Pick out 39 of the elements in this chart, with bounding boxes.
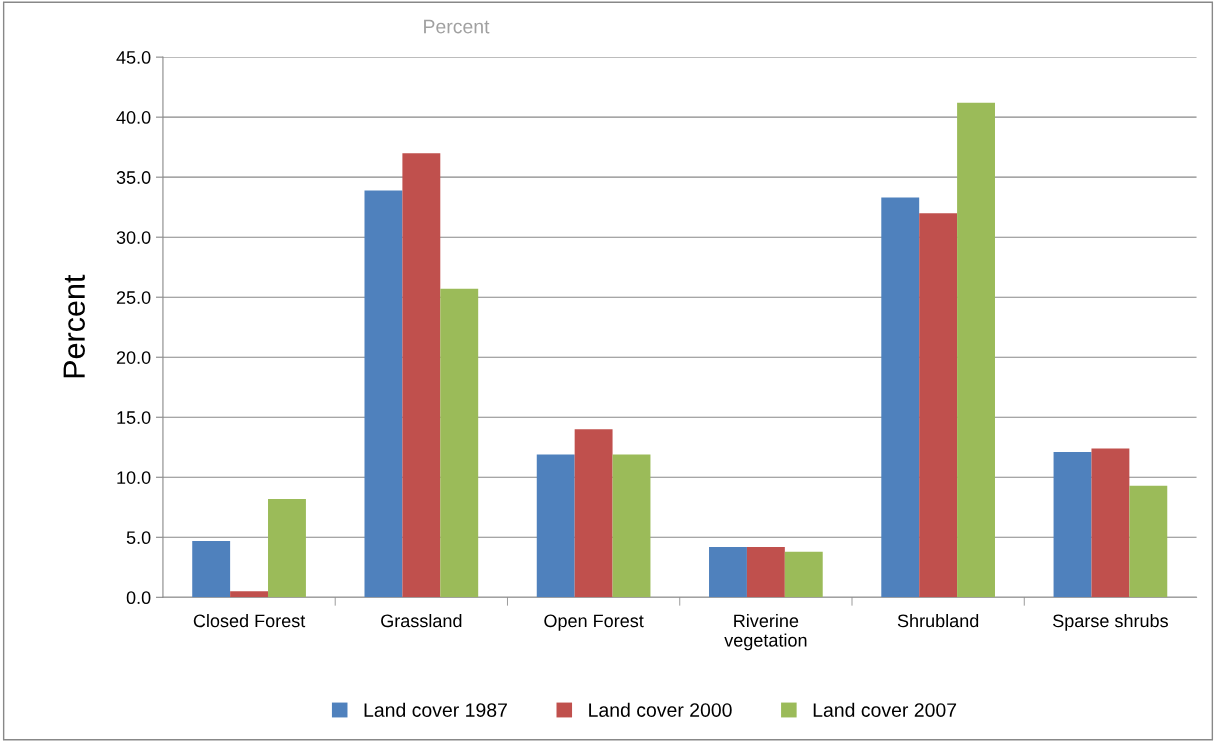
bar [746,546,785,598]
legend-label: Land cover 1987 [364,702,507,717]
x-tick-label: Open Forest [544,614,644,631]
chart-title: Percent [424,19,490,34]
y-tick-label: 45.0 [116,51,151,64]
bar [230,591,269,598]
bar [192,540,231,598]
bar [957,102,995,598]
legend-label: Land cover 2007 [813,702,957,717]
y-tick-label: 40.0 [116,111,151,124]
y-tick-label: 15.0 [117,411,151,424]
y-tick-label: 30.0 [116,231,151,244]
bar [1091,448,1130,598]
y-tick-label: 10.0 [117,471,151,484]
y-tick-label: 5.0 [126,531,151,545]
bar [1053,452,1092,598]
x-tick-label: Closed Forest [193,613,306,628]
bar [574,429,613,598]
legend-label: Land cover 2000 [589,702,732,717]
y-tick-label: 0.0 [126,591,151,605]
bar [1129,485,1168,598]
bar [402,153,441,598]
y-tick-label: 20.0 [116,351,151,364]
y-axis-title: Percent [63,274,85,378]
bar [919,213,958,598]
bar [536,454,575,598]
bar [612,454,651,598]
x-tick-label: Grassland [381,613,462,628]
bar [440,288,479,598]
bar [881,197,920,598]
bar [268,498,306,598]
x-tick-label: Shrubland [897,613,979,628]
bar [364,190,403,598]
bar [709,546,747,598]
x-tick-label: Sparse shrubs [1053,613,1168,631]
y-tick-label: 25.0 [116,291,151,304]
y-tick-label: 35.0 [116,171,151,184]
x-tick-label: Riverine vegetation [724,613,807,651]
bar [784,551,823,598]
